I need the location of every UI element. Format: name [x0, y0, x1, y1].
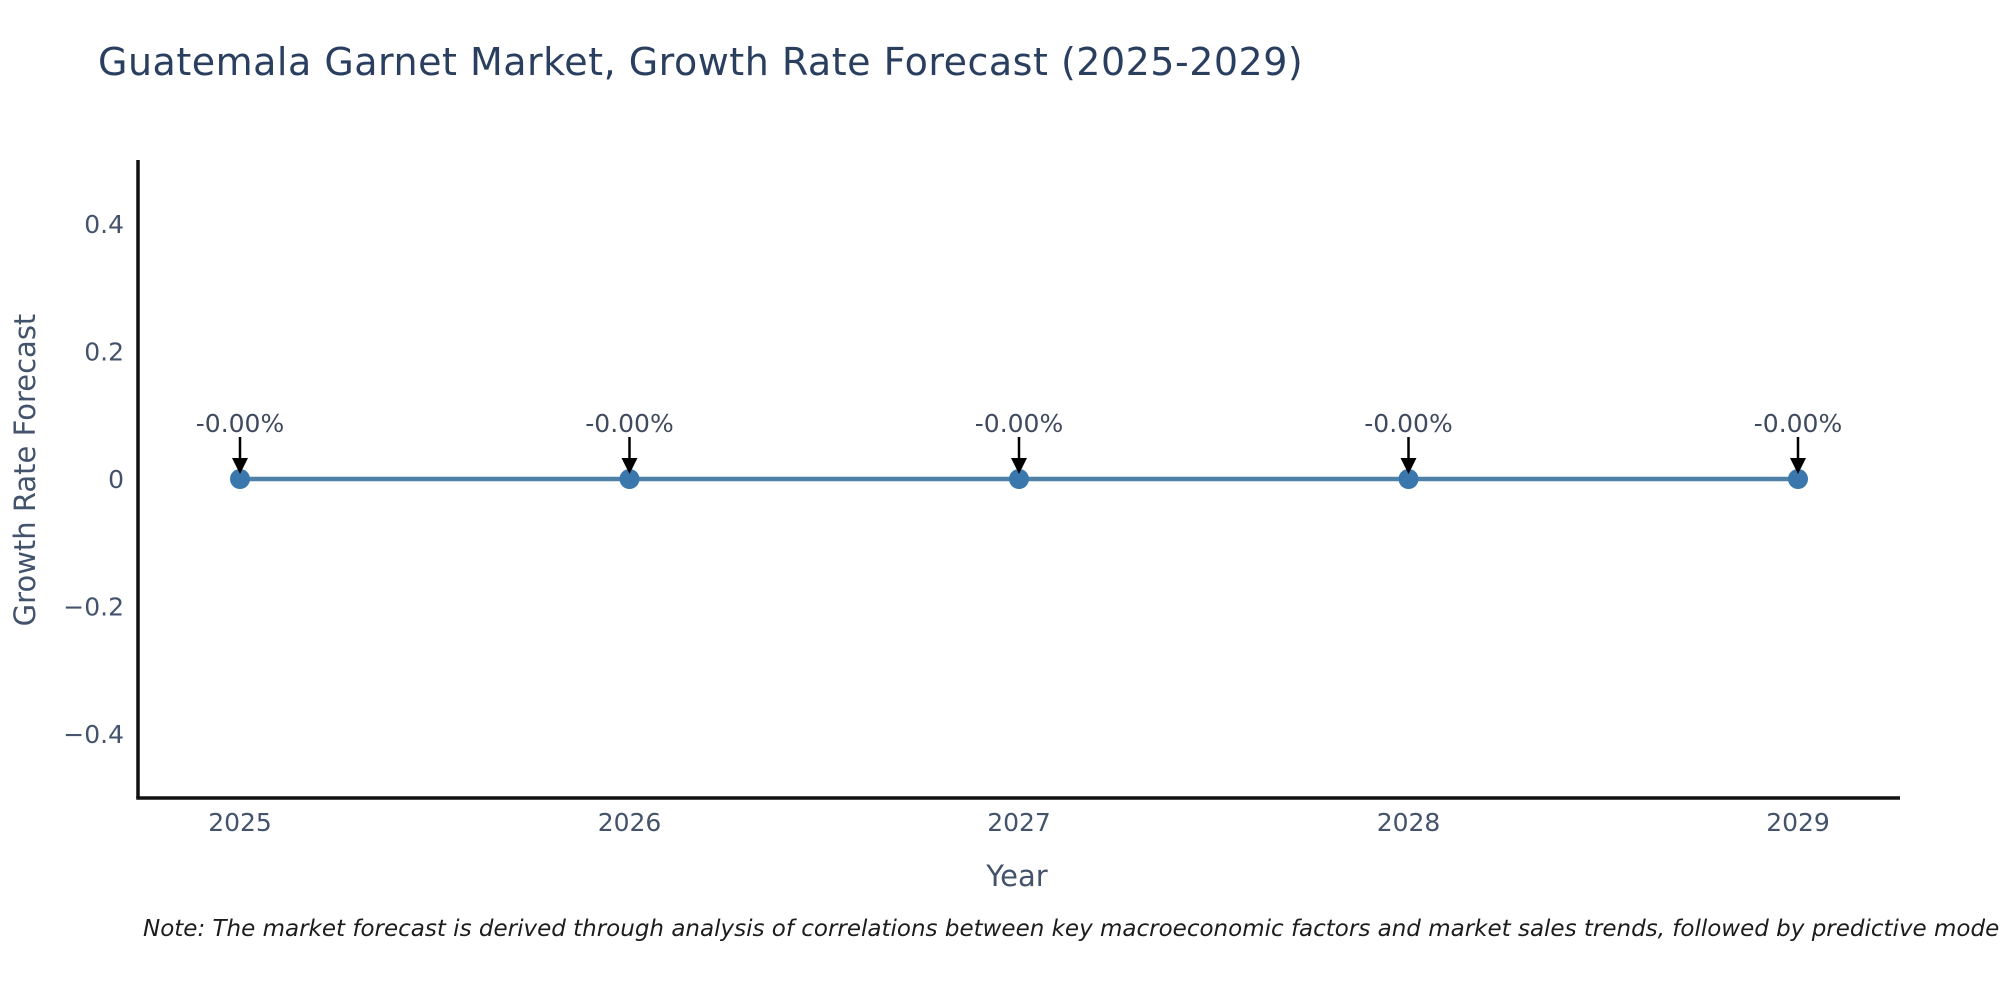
annotation-arrowhead: [1400, 458, 1417, 474]
x-tick-label: 2029: [1766, 808, 1830, 837]
footnote: Note: The market forecast is derived thr…: [143, 916, 2000, 942]
annotation-arrowhead: [1790, 458, 1806, 474]
data-point-marker[interactable]: [1009, 469, 1029, 489]
y-tick-label: 0.4: [84, 210, 124, 239]
y-tick-label: −0.4: [63, 720, 124, 749]
data-point-marker[interactable]: [1788, 469, 1808, 489]
x-tick-label: 2025: [208, 808, 272, 837]
data-point-label: -0.00%: [975, 409, 1063, 438]
data-point-label: -0.00%: [1364, 409, 1452, 438]
data-point-label: -0.00%: [1754, 409, 1842, 438]
x-tick-label: 2027: [987, 808, 1051, 837]
data-point-label: -0.00%: [585, 409, 673, 438]
annotation-arrowhead: [1011, 458, 1027, 474]
y-tick-label: 0: [108, 465, 124, 494]
data-point-label: -0.00%: [196, 409, 284, 438]
data-point-marker[interactable]: [1398, 469, 1419, 489]
data-point-marker[interactable]: [619, 469, 640, 489]
chart-title: Guatemala Garnet Market, Growth Rate For…: [98, 40, 1304, 84]
annotation-arrowhead: [232, 458, 248, 474]
x-tick-label: 2026: [598, 808, 662, 837]
x-tick-label: 2028: [1377, 808, 1441, 837]
x-axis-title: Year: [985, 859, 1047, 893]
annotation-arrowhead: [621, 458, 638, 474]
y-axis-title: Growth Rate Forecast: [8, 314, 42, 627]
y-tick-label: −0.2: [63, 593, 124, 622]
y-tick-label: 0.2: [84, 337, 124, 366]
data-point-marker[interactable]: [230, 469, 250, 489]
